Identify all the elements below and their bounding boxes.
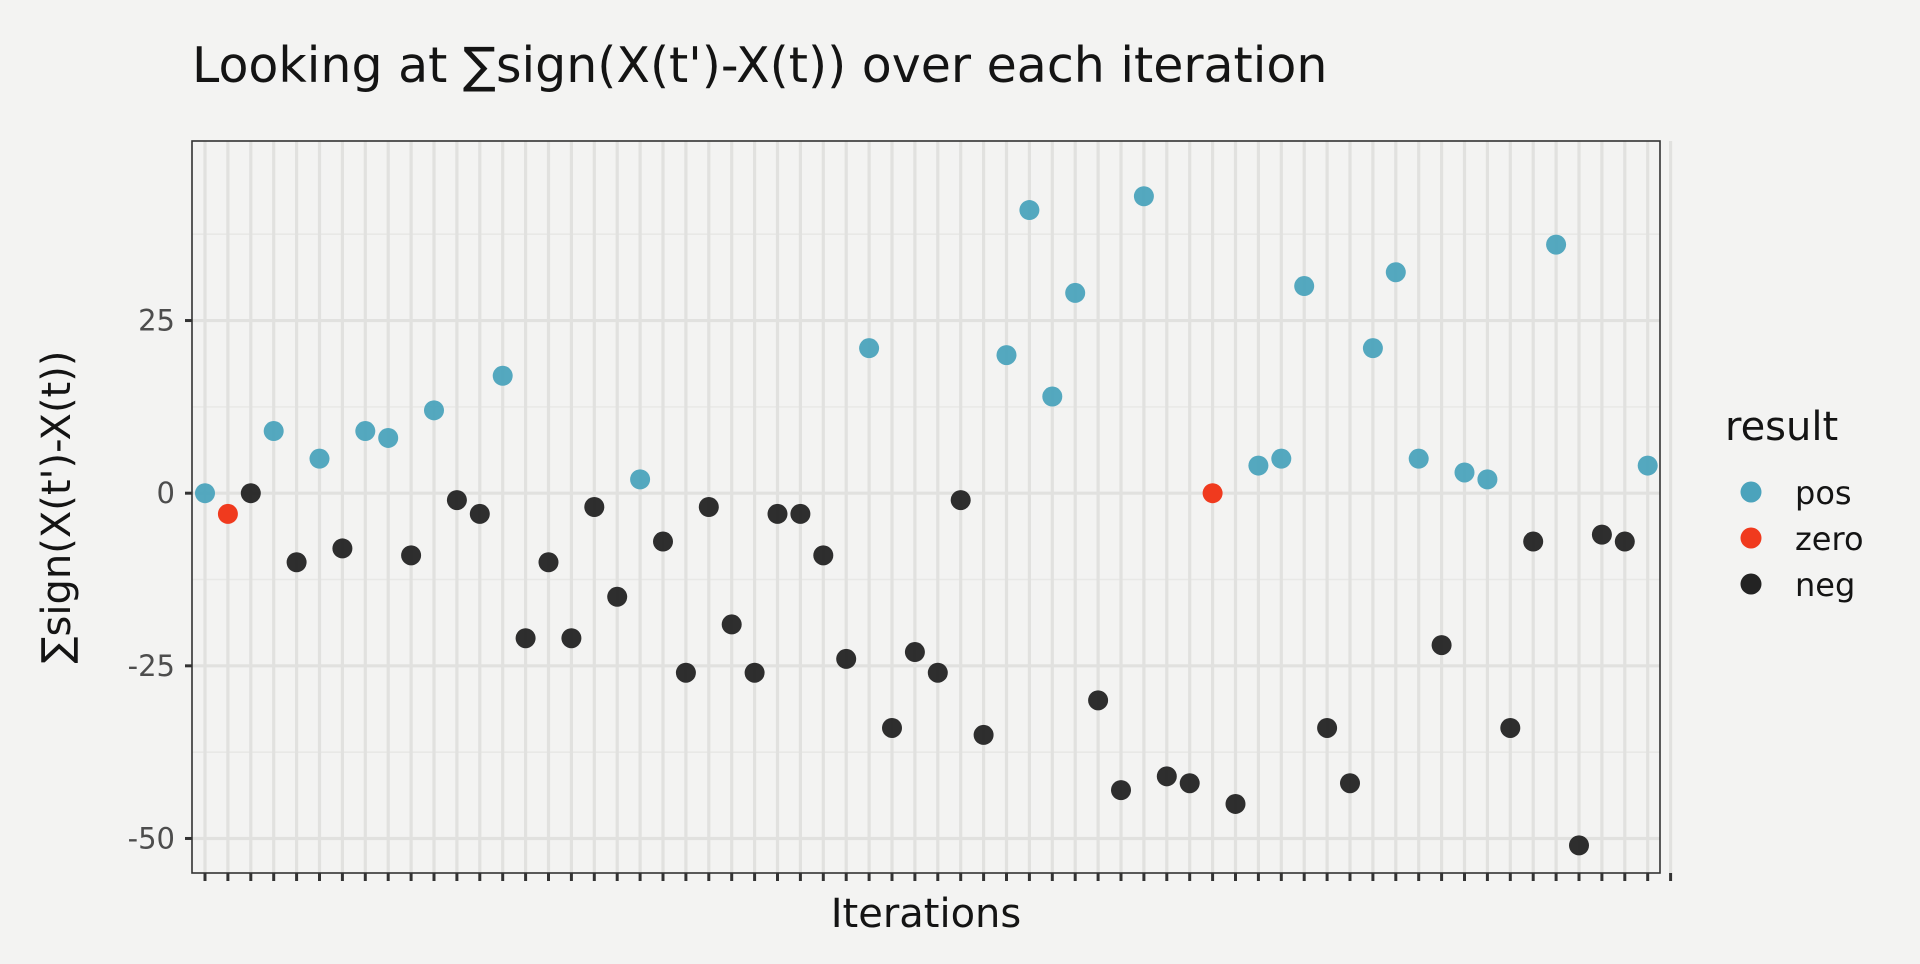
y-axis-title: ∑sign(X(t')-X(t)) — [34, 351, 80, 664]
data-point-neg — [813, 545, 834, 566]
data-point-neg — [882, 717, 902, 738]
data-point-neg — [1317, 717, 1338, 738]
data-point-pos — [1248, 455, 1269, 476]
data-point-pos — [263, 421, 284, 442]
data-point-neg — [1523, 531, 1544, 552]
data-point-neg — [767, 503, 788, 524]
axis-ticks — [185, 319, 1673, 881]
data-point-pos — [492, 365, 513, 386]
data-point-neg — [469, 503, 490, 524]
data-point-neg — [698, 497, 719, 517]
plot-panel — [192, 141, 1660, 873]
data-point-neg — [744, 662, 765, 683]
data-point-pos — [1637, 455, 1658, 476]
data-point-pos — [1065, 282, 1086, 303]
data-point-neg — [1179, 773, 1200, 794]
y-tick-label: 0 — [157, 476, 175, 510]
data-point-pos — [859, 338, 880, 359]
data-points — [195, 186, 1658, 856]
data-point-neg — [286, 552, 307, 573]
legend-label-pos: pos — [1795, 474, 1852, 512]
data-point-neg — [1225, 793, 1246, 814]
data-point-pos — [1294, 276, 1315, 297]
y-tick-label: 25 — [138, 304, 175, 338]
data-point-neg — [836, 648, 857, 669]
y-tick-label: -50 — [128, 821, 175, 855]
data-point-pos — [1477, 469, 1498, 490]
data-point-pos — [1454, 462, 1475, 483]
legend-key-pos — [1740, 481, 1762, 503]
data-point-pos — [1385, 262, 1406, 283]
data-point-neg — [1088, 690, 1109, 711]
data-point-zero — [1202, 483, 1223, 504]
data-point-pos — [996, 345, 1017, 366]
data-point-pos — [1271, 448, 1292, 469]
legend-label-zero: zero — [1795, 520, 1864, 558]
panel-border — [191, 140, 1661, 874]
legend-title: result — [1725, 404, 1838, 450]
data-point-neg — [332, 538, 353, 559]
data-point-neg — [721, 614, 742, 635]
data-point-pos — [1408, 448, 1429, 469]
data-point-pos — [1362, 338, 1383, 359]
data-point-pos — [1133, 186, 1154, 207]
data-point-neg — [446, 490, 467, 511]
data-point-neg — [561, 628, 582, 649]
data-point-neg — [973, 724, 994, 745]
data-point-zero — [217, 503, 238, 524]
data-point-neg — [927, 662, 948, 683]
data-point-neg — [653, 531, 673, 552]
data-point-pos — [424, 400, 444, 421]
data-point-pos — [1042, 386, 1063, 407]
data-point-neg — [240, 483, 261, 504]
data-point-neg — [607, 586, 628, 607]
y-tick-labels: -50 -25 0 25 — [128, 304, 175, 856]
data-point-neg — [1500, 717, 1521, 738]
data-point-neg — [584, 497, 605, 517]
legend: result pos zero neg — [1725, 404, 1864, 604]
data-point-pos — [355, 421, 376, 442]
data-point-pos — [309, 448, 330, 469]
data-point-neg — [1591, 524, 1612, 545]
data-point-neg — [1569, 835, 1589, 856]
data-point-neg — [950, 490, 971, 511]
data-point-neg — [904, 642, 925, 663]
data-point-neg — [1431, 635, 1452, 656]
data-point-neg — [1614, 531, 1635, 552]
data-point-neg — [538, 552, 559, 573]
y-tick-label: -25 — [128, 649, 175, 683]
data-point-neg — [675, 662, 696, 683]
legend-key-neg — [1740, 573, 1762, 595]
data-point-neg — [1156, 766, 1177, 787]
data-point-pos — [1019, 200, 1040, 221]
data-point-pos — [378, 427, 399, 448]
chart-title: Looking at ∑sign(X(t')-X(t)) over each i… — [192, 37, 1327, 94]
data-point-neg — [401, 545, 422, 566]
data-point-pos — [195, 483, 215, 504]
legend-key-zero — [1740, 527, 1762, 549]
data-point-neg — [1340, 773, 1360, 794]
data-point-pos — [1546, 234, 1567, 255]
data-point-neg — [790, 503, 811, 524]
data-point-neg — [1111, 780, 1131, 801]
data-point-pos — [630, 469, 651, 490]
legend-label-neg: neg — [1795, 566, 1855, 604]
x-axis-title: Iterations — [831, 891, 1022, 937]
data-point-neg — [515, 628, 536, 649]
